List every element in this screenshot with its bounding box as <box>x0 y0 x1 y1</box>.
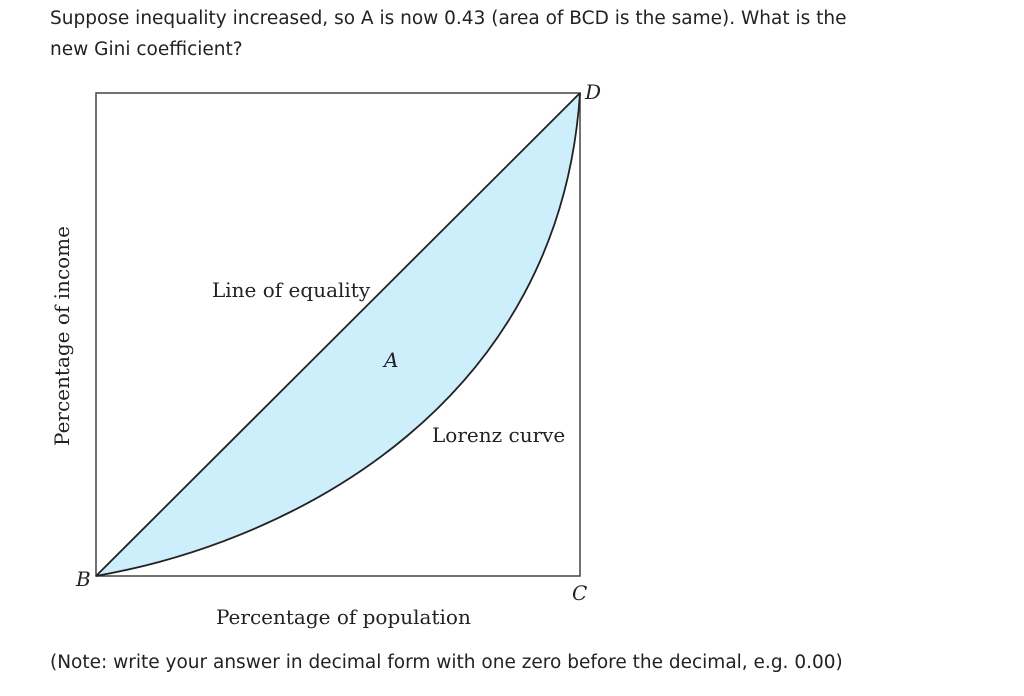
point-d: D <box>584 80 601 104</box>
y-axis-label: Percentage of income <box>50 226 74 446</box>
question: Suppose inequality increased, so A is no… <box>50 8 847 60</box>
note: (Note: write your answer in decimal form… <box>50 652 843 673</box>
line-of-equality <box>95 92 581 577</box>
line-label: Line of equality <box>212 278 371 302</box>
frame <box>95 92 581 577</box>
curve-label: Lorenz curve <box>432 423 565 447</box>
x-axis-label: Percentage of population <box>216 605 471 629</box>
lorenz-curve <box>95 92 581 577</box>
point-c: C <box>572 581 587 605</box>
area-label: A <box>382 348 398 372</box>
point-b: B <box>75 567 91 591</box>
